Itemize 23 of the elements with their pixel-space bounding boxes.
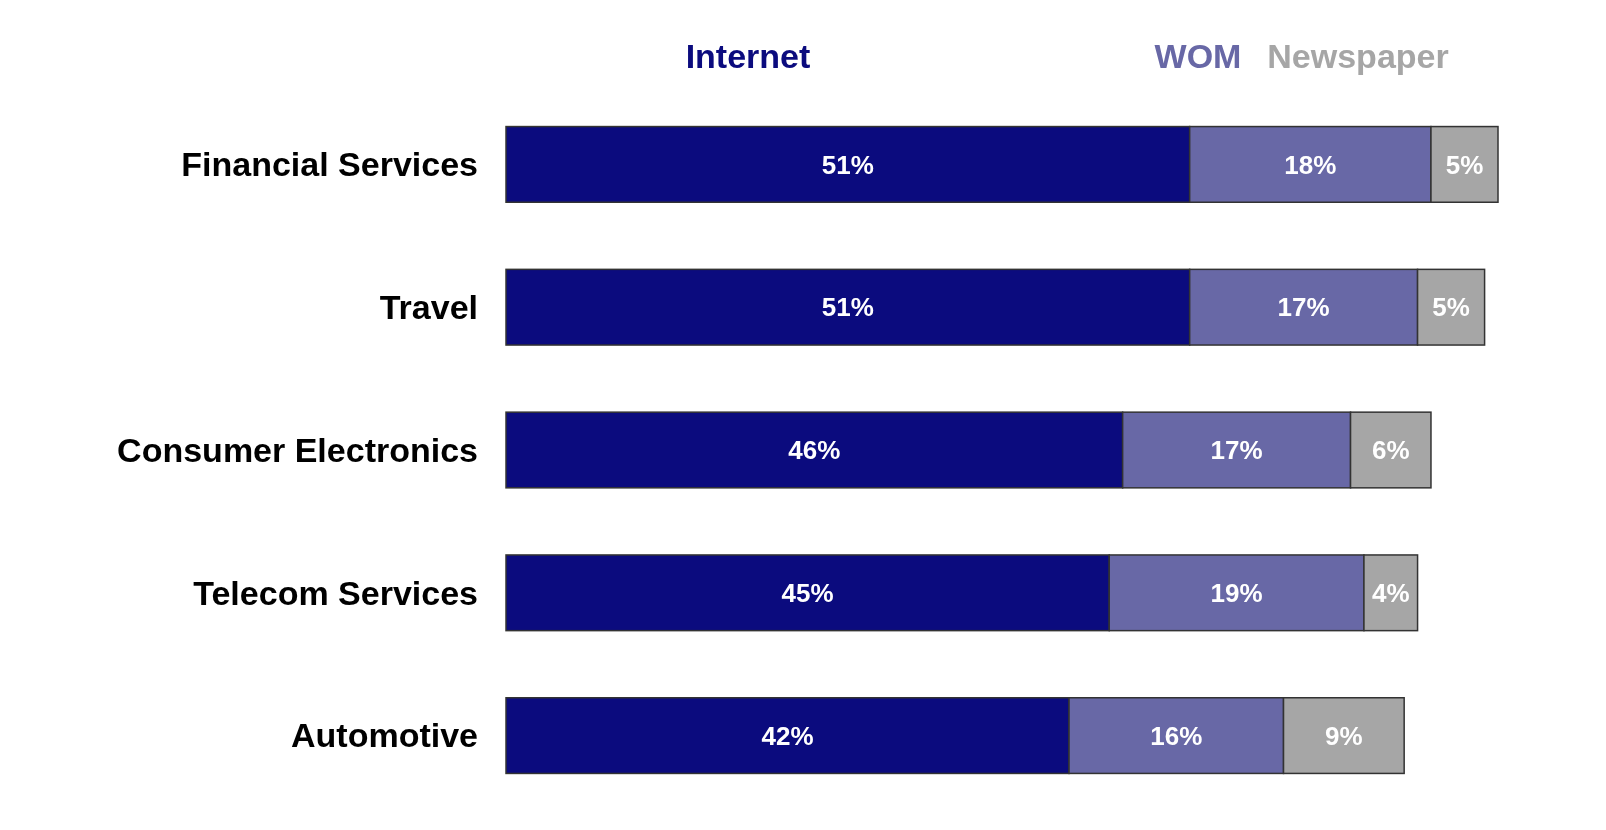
y-tick-label: Automotive	[291, 716, 478, 755]
data-label: 4%	[1371, 577, 1410, 608]
series-label: Internet	[685, 36, 811, 75]
data-label: 16%	[1150, 720, 1203, 751]
data-label: 17%	[1210, 435, 1263, 466]
data-label: 18%	[1284, 149, 1337, 180]
data-label: 51%	[821, 292, 874, 323]
data-label: 42%	[761, 720, 814, 751]
data-label: 5%	[1432, 292, 1470, 323]
data-label: 6%	[1371, 435, 1410, 466]
data-label: 5%	[1445, 149, 1484, 180]
data-label: 9%	[1325, 720, 1363, 751]
data-label: 51%	[821, 149, 874, 180]
data-label: 45%	[781, 577, 834, 608]
y-tick-label: Financial Services	[181, 145, 478, 184]
data-label: 19%	[1210, 577, 1263, 608]
series-label: Newspaper	[1267, 36, 1449, 75]
series-label: WOM	[1154, 36, 1242, 75]
y-tick-label: Telecom Services	[193, 573, 478, 612]
y-tick-label: Consumer Electronics	[117, 430, 478, 469]
data-label: 46%	[788, 435, 841, 466]
y-tick-label: Travel	[379, 288, 478, 327]
data-label: 17%	[1277, 292, 1330, 323]
